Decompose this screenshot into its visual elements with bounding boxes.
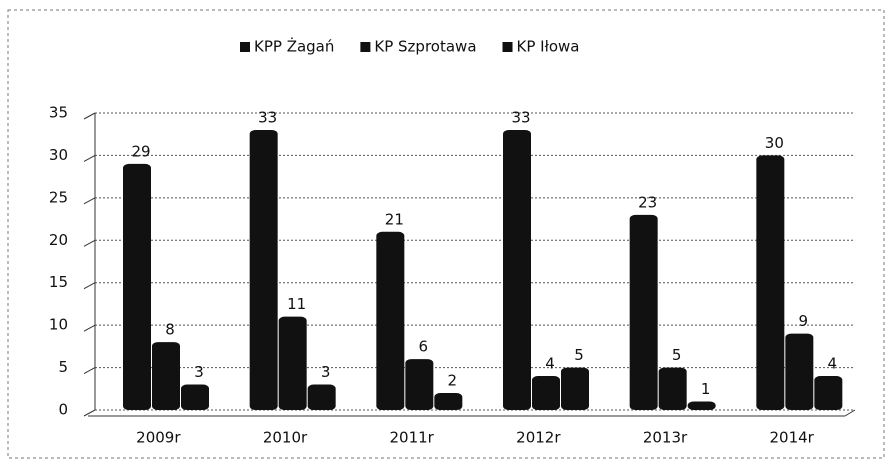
data-label: 8 [165, 321, 175, 339]
x-tick-label: 2014r [769, 429, 814, 447]
y-tick [83, 367, 96, 375]
bar [405, 359, 434, 410]
legend-swatch [240, 42, 250, 52]
bar [532, 376, 560, 410]
y-tick-label: 20 [49, 231, 68, 249]
y-tick-label: 0 [58, 401, 68, 419]
y-tick-label: 5 [58, 358, 68, 376]
data-label: 11 [287, 295, 306, 313]
y-tick [83, 239, 96, 247]
y-tick-label: 15 [49, 273, 68, 291]
y-tick-label: 10 [49, 316, 68, 334]
x-tick-label: 2012r [516, 429, 561, 447]
legend-swatch [360, 42, 371, 52]
x-tick-label: 2009r [136, 429, 181, 447]
bar [561, 367, 589, 410]
bar [503, 129, 531, 410]
bar [123, 163, 151, 410]
y-tick-label: 35 [49, 104, 68, 122]
bar [687, 401, 716, 410]
data-label: 6 [419, 338, 429, 356]
y-tick-label: 25 [49, 188, 68, 206]
data-label: 29 [131, 142, 150, 160]
y-tick [83, 197, 96, 205]
y-tick [83, 282, 96, 290]
y-tick [83, 154, 96, 162]
x-axis-back [844, 409, 856, 417]
data-label: 33 [258, 108, 277, 126]
bar [376, 231, 405, 410]
data-label: 30 [765, 134, 784, 152]
bar [307, 384, 336, 410]
bar [249, 129, 278, 410]
bar [278, 316, 307, 410]
bar [629, 214, 658, 410]
data-label: 5 [672, 346, 682, 364]
data-label: 4 [828, 355, 838, 373]
data-label: 3 [194, 363, 204, 381]
legend-label: KPP Żagań [254, 37, 334, 56]
x-tick-label: 2013r [643, 429, 688, 447]
legend-label: KP Iłowa [517, 38, 580, 56]
y-tick [83, 409, 96, 417]
data-label: 21 [385, 210, 404, 228]
data-label: 1 [701, 380, 711, 398]
data-label: 33 [511, 108, 530, 126]
x-tick-label: 2011r [389, 429, 434, 447]
data-label: 3 [321, 363, 331, 381]
bar [152, 342, 180, 410]
legend-swatch [502, 42, 513, 52]
bar [181, 384, 209, 410]
y-tick [83, 324, 96, 332]
data-label: 23 [638, 193, 657, 211]
chart-frame [7, 9, 885, 459]
bar [814, 376, 843, 410]
data-label: 2 [448, 372, 458, 390]
data-label: 4 [545, 355, 555, 373]
bar [658, 367, 687, 410]
bar [756, 155, 785, 410]
x-tick-label: 2010r [263, 429, 308, 447]
data-label: 5 [574, 346, 584, 364]
y-tick [83, 112, 96, 120]
y-tick-label: 30 [49, 146, 68, 164]
bar [434, 393, 463, 410]
data-label: 9 [799, 312, 809, 330]
legend-label: KP Szprotawa [374, 38, 476, 56]
bar [785, 333, 814, 410]
